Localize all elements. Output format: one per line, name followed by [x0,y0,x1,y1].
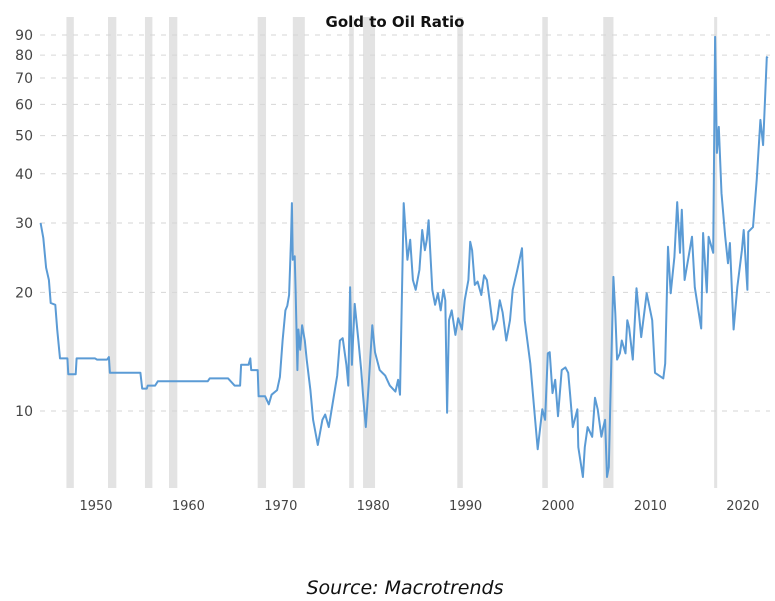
recession-band [144,17,153,488]
x-tick-label: 1980 [357,499,390,514]
recession-bands [66,17,718,488]
y-axis-ticks: 10 20 30 40 50 60 70 80 90 [15,28,33,420]
recession-band [542,17,548,488]
recession-band [168,17,178,488]
y-tick-label: 90 [15,28,33,44]
gridlines [40,34,770,412]
y-tick-label: 60 [15,97,33,113]
x-tick-label: 1960 [172,499,205,514]
y-tick-label: 70 [15,71,33,87]
y-tick-label: 20 [15,285,33,301]
recession-band [66,17,74,488]
y-tick-label: 40 [15,167,33,183]
x-tick-label: 1970 [264,499,297,514]
series-line-gold-to-oil-ratio [39,35,769,478]
recession-band [349,17,354,488]
recession-band [603,17,614,488]
recession-band [292,17,305,488]
x-tick-label: 2000 [541,499,574,514]
x-tick-label: 1950 [79,499,112,514]
chart-title: Gold to Oil Ratio [326,13,465,31]
recession-band [108,17,117,488]
y-tick-label: 50 [15,129,33,145]
x-tick-label: 2010 [634,499,667,514]
x-tick-label: 1990 [449,499,482,514]
recession-band [363,17,376,488]
y-tick-label: 10 [15,404,33,420]
recession-band [457,17,463,488]
recession-band [257,17,267,488]
source-caption: Source: Macrotrends [307,577,504,599]
x-tick-label: 2020 [726,499,759,514]
series-line-group [39,35,769,478]
y-tick-label: 80 [15,48,33,64]
recession-band [714,17,718,488]
y-tick-label: 30 [15,216,33,232]
x-axis-ticks: 1950 1960 1970 1980 1990 2000 2010 2020 [79,499,759,514]
